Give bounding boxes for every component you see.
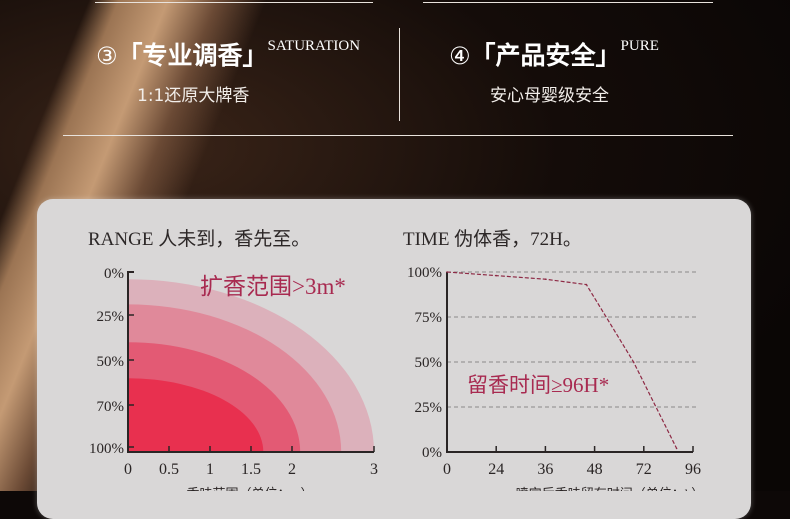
feature-number: ④: [449, 42, 471, 70]
x-tick-label: 3: [370, 461, 378, 478]
x-tick-label: 72: [636, 461, 652, 478]
x-tick-label: 24: [488, 461, 504, 478]
y-tick-label: 50%: [97, 354, 125, 370]
range-chart-title: RANGE 人未到，香先至。: [88, 229, 311, 250]
y-tick-label: 100%: [407, 265, 442, 281]
x-tick-label: 1.5: [241, 461, 261, 478]
x-tick-label: 2: [288, 461, 296, 478]
retention-line: [446, 271, 678, 449]
time-chart-title: TIME 伪体香，72H。: [403, 229, 582, 250]
x-tick-label: 0: [124, 461, 132, 478]
feature-saturation: ③「专业调香」SATURATION: [96, 36, 360, 72]
y-tick-label: 25%: [97, 309, 125, 325]
retention-point: [585, 283, 588, 286]
time-annotation: 留香时间≥96H*: [467, 373, 609, 397]
feature-subtitle: 安心母婴级安全: [490, 86, 609, 106]
feature-tag: PURE: [620, 38, 659, 54]
divider-top-right: [423, 2, 713, 3]
divider-vertical: [399, 28, 400, 121]
range-annotation: 扩香范围>3m*: [200, 274, 346, 299]
y-tick-label: 50%: [415, 355, 443, 371]
divider-top-left: [95, 2, 373, 3]
x-axis-label: 喷完后香味留存时间（单位：h）: [516, 486, 705, 491]
y-tick-label: 25%: [415, 400, 443, 416]
retention-point: [446, 271, 448, 273]
y-tick-label: 75%: [415, 310, 443, 326]
x-tick-label: 48: [587, 461, 603, 478]
feature-subtitle: 1:1还原大牌香: [137, 86, 250, 106]
y-tick-label: 0%: [104, 266, 124, 282]
x-axis-label: 香味范围（单位：m）: [186, 486, 313, 491]
y-tick-label: 100%: [89, 441, 124, 457]
retention-point: [544, 278, 547, 281]
x-tick-label: 36: [537, 461, 553, 478]
divider-bottom: [63, 135, 733, 136]
range-ring-3: [128, 378, 264, 452]
retention-point: [632, 361, 635, 363]
feature-title: 「专业调香」: [117, 41, 268, 70]
x-tick-label: 0.5: [159, 461, 179, 478]
retention-point: [495, 274, 498, 277]
y-tick-label: 0%: [422, 445, 442, 461]
retention-point: [675, 447, 678, 450]
x-tick-label: 1: [206, 461, 214, 478]
feature-title: 「产品安全」: [470, 41, 621, 70]
x-tick-label: 0: [443, 461, 451, 478]
range-chart: 0 0.5 1 1.5 2 3 0% 25% 50% 70% 100% 扩香范围>3m* 香味范围（单位…: [89, 265, 705, 491]
feature-pure: ④「产品安全」PURE: [449, 36, 659, 72]
feature-number: ③: [96, 42, 118, 70]
y-tick-label: 70%: [97, 399, 125, 415]
feature-tag: SATURATION: [267, 38, 361, 54]
x-tick-label: 96: [685, 461, 701, 478]
